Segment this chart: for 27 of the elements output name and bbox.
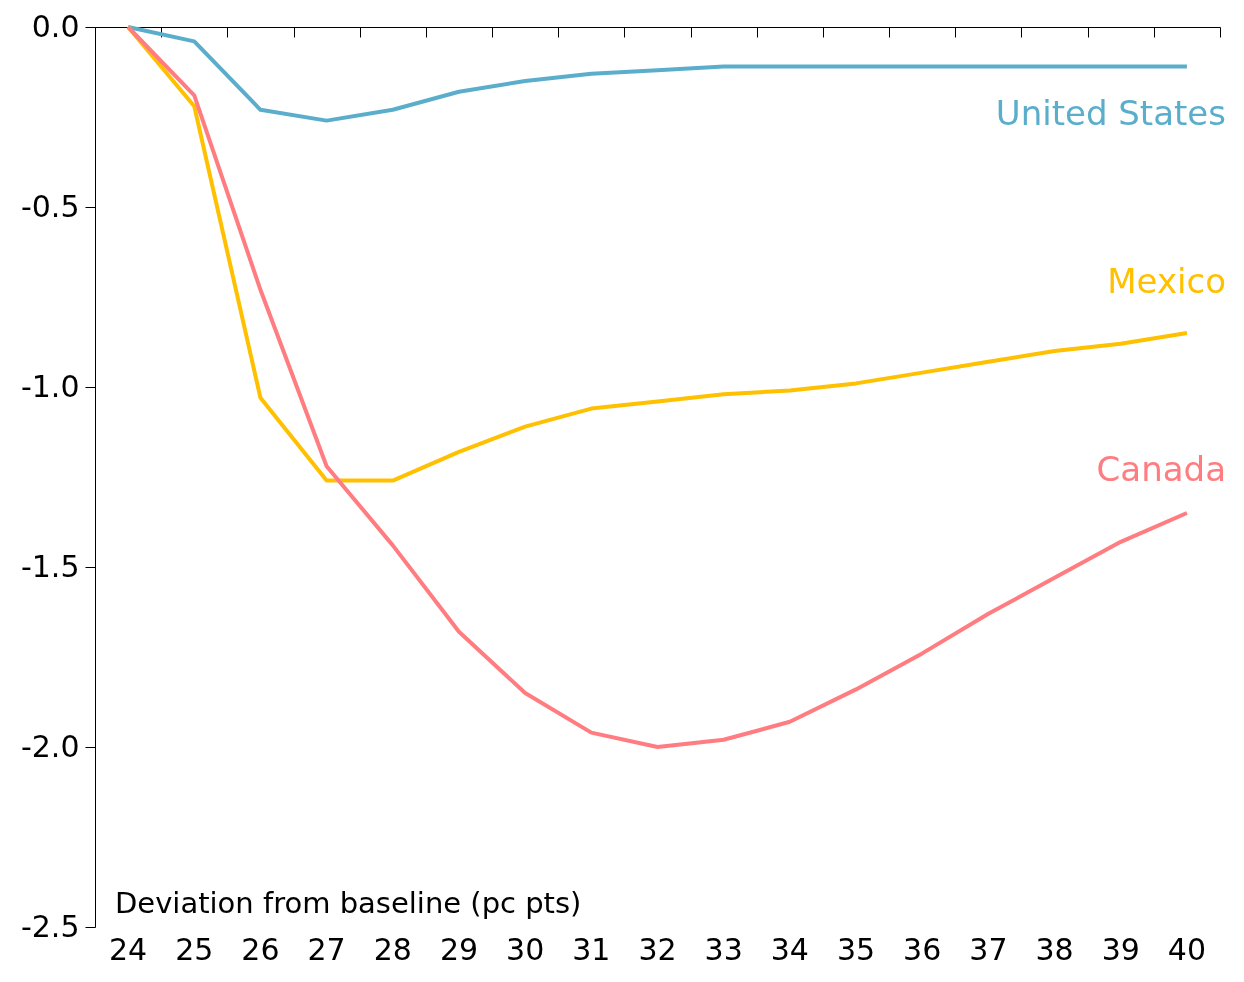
y-tick-label: -2.0 bbox=[20, 728, 80, 764]
x-tick-label: 32 bbox=[638, 931, 677, 967]
x-tick-label: 24 bbox=[108, 931, 148, 967]
x-tick-label: 30 bbox=[506, 931, 545, 967]
y-tick-label: -2.5 bbox=[20, 908, 80, 944]
y-tick-label: -0.5 bbox=[20, 188, 80, 224]
x-tick-label: 34 bbox=[770, 931, 809, 967]
x-tick-label: 33 bbox=[704, 931, 743, 967]
y-tick-label: -1.5 bbox=[20, 548, 80, 584]
x-tick-label: 27 bbox=[307, 931, 346, 967]
x-tick-label: 28 bbox=[373, 931, 412, 967]
x-tick-label: 39 bbox=[1101, 931, 1140, 967]
x-tick-label: 29 bbox=[439, 931, 479, 967]
x-tick-label: 25 bbox=[175, 931, 214, 967]
y-tick-label: 0.0 bbox=[31, 8, 80, 44]
x-tick-label: 38 bbox=[1035, 931, 1074, 967]
x-tick-label: 35 bbox=[836, 931, 876, 967]
y-axis-title: Deviation from baseline (pc pts) bbox=[115, 886, 582, 920]
x-tick-label: 36 bbox=[903, 931, 942, 967]
x-tick-label: 37 bbox=[969, 931, 1008, 967]
series-label: Mexico bbox=[1107, 261, 1226, 301]
x-tick-label: 40 bbox=[1167, 931, 1207, 967]
series-label: United States bbox=[995, 92, 1226, 133]
x-tick-label: 26 bbox=[241, 931, 280, 967]
series-label: Canada bbox=[1096, 449, 1226, 489]
y-tick-label: -1.0 bbox=[20, 368, 80, 404]
x-tick-label: 31 bbox=[572, 931, 611, 967]
